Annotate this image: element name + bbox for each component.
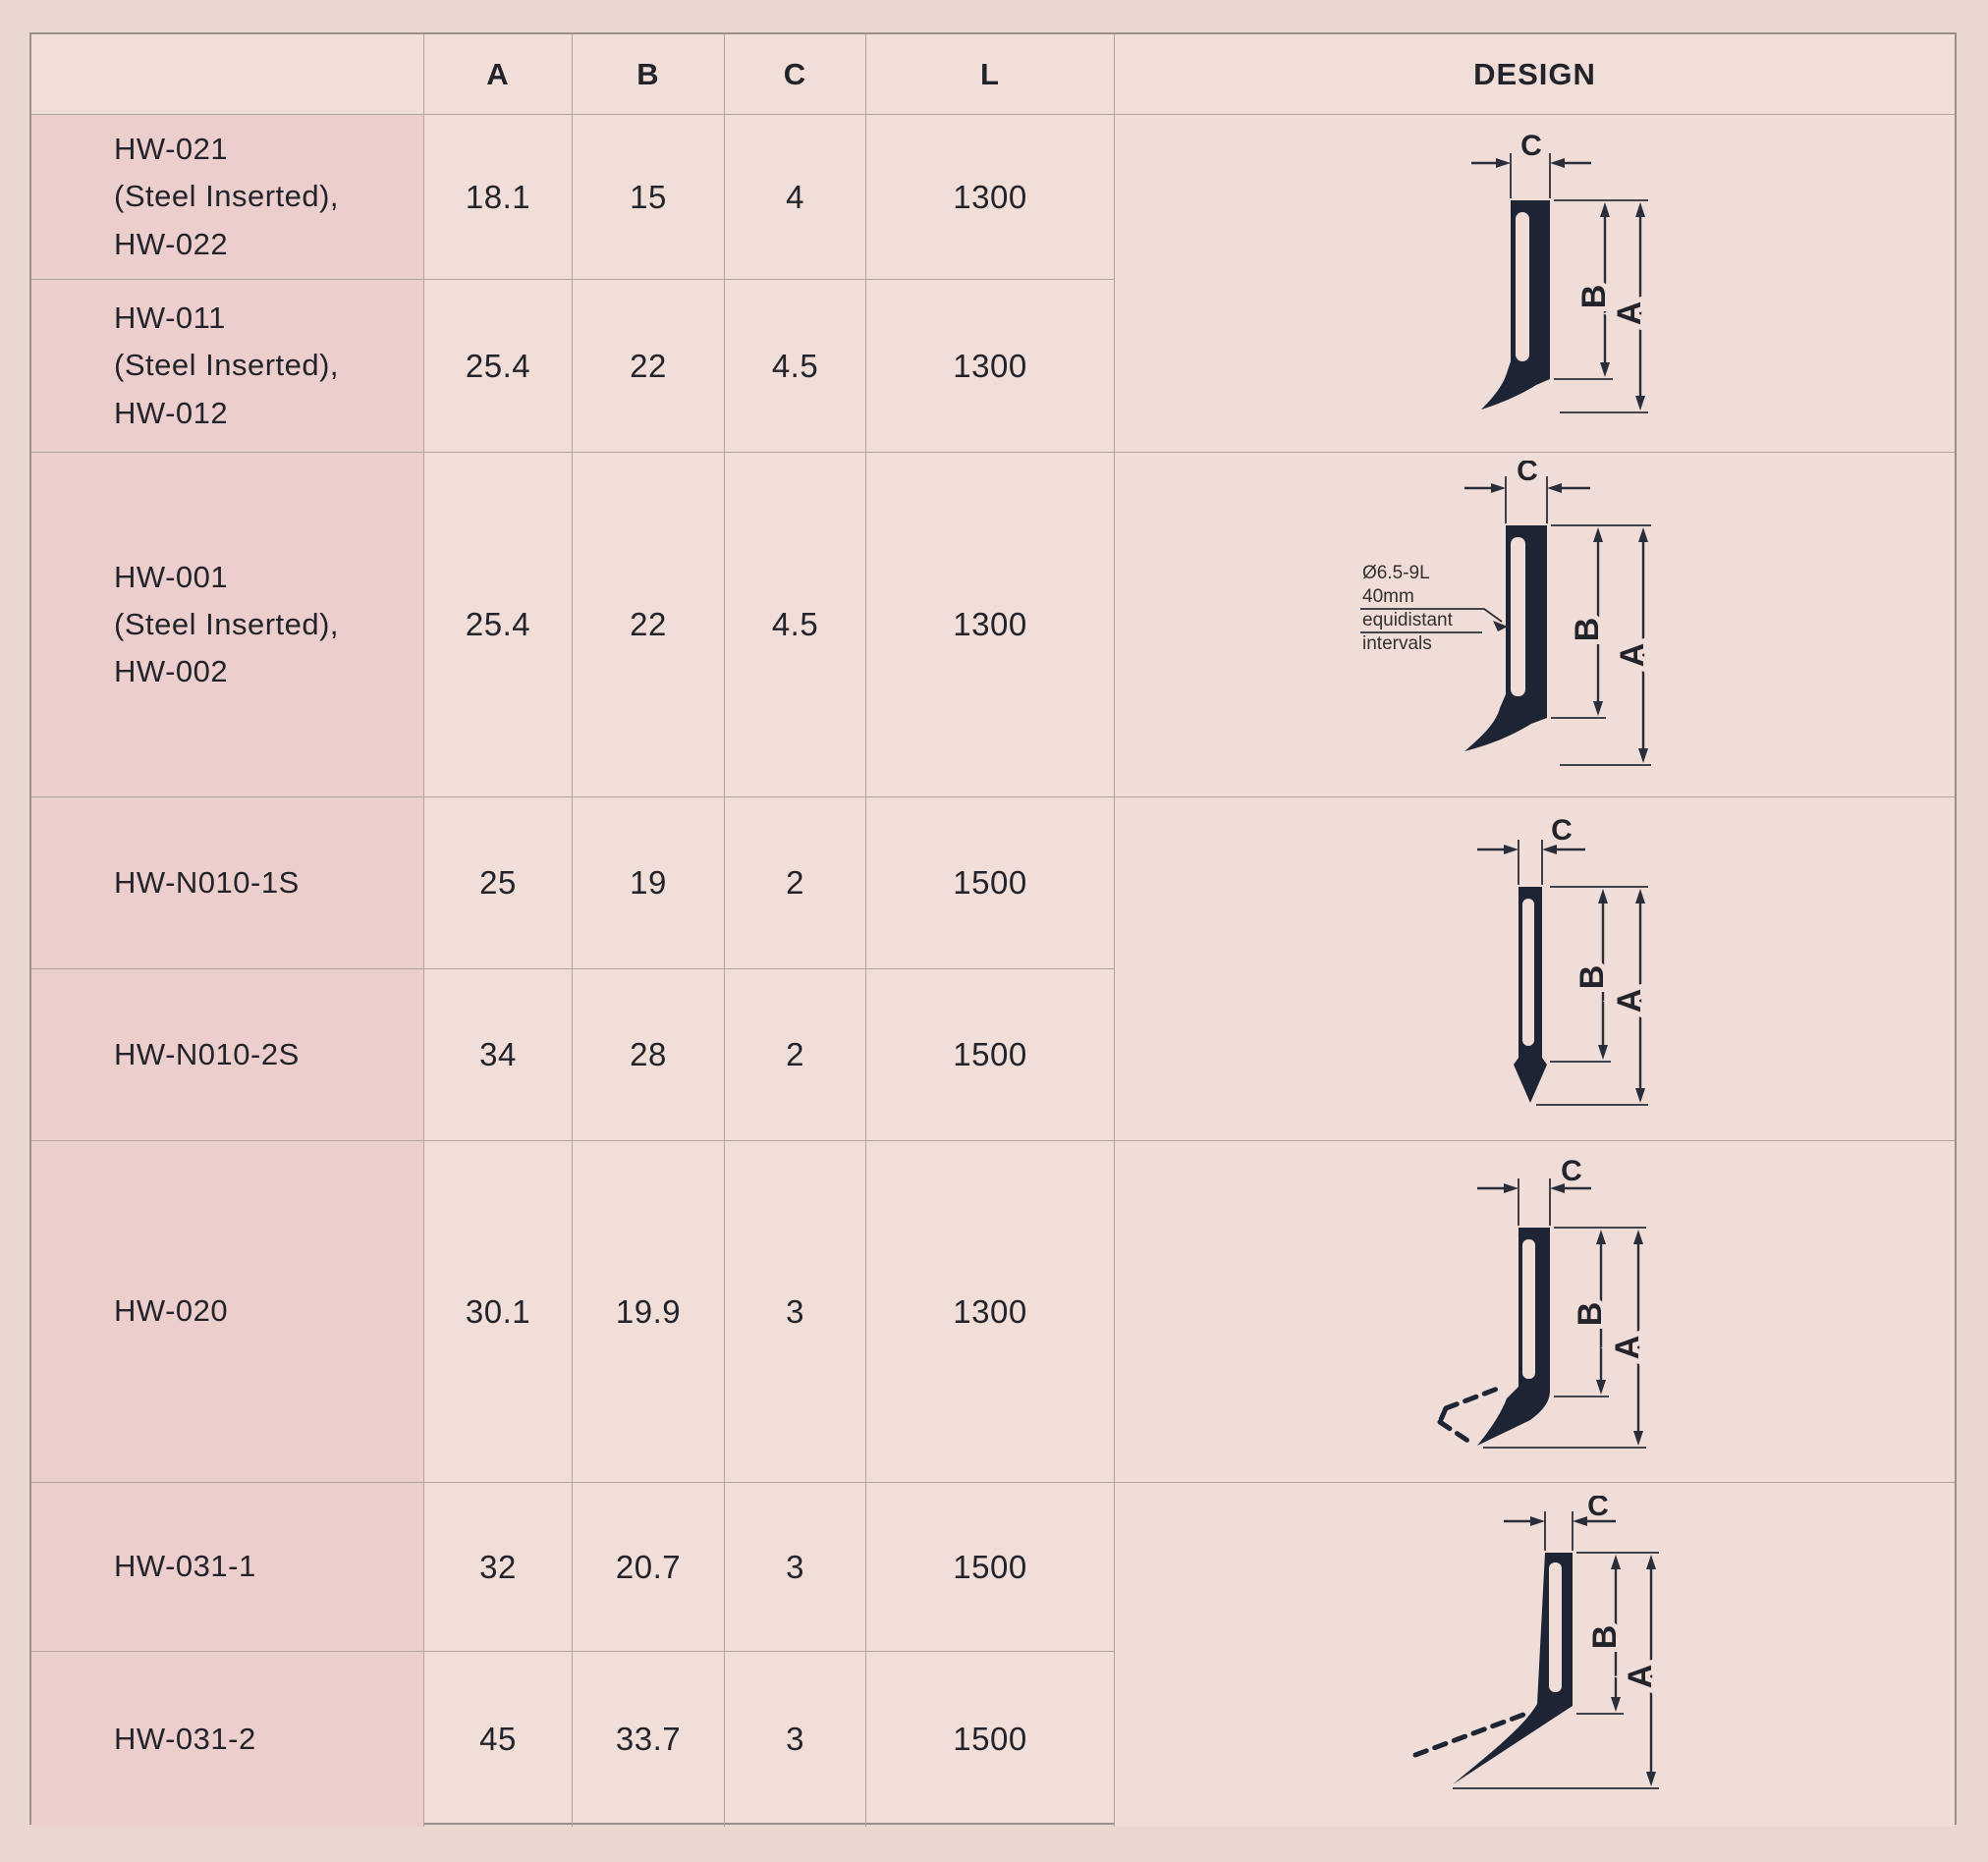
row-name-hw020: HW-020 (31, 1141, 424, 1483)
dim-label-a: A (1622, 1665, 1659, 1689)
cell-c: 3 (725, 1141, 866, 1483)
cell-l: 1500 (866, 969, 1115, 1141)
row-name-hwn010-2s: HW-N010-2S (31, 969, 424, 1141)
dim-label-c: C (1561, 1155, 1582, 1187)
row-name-hw001: HW-001 (Steel Inserted), HW-002 (31, 453, 424, 797)
row-name-hw011: HW-011 (Steel Inserted), HW-012 (31, 280, 424, 453)
cell-a: 25.4 (424, 280, 573, 453)
dim-label-c: C (1520, 130, 1542, 162)
cell-c: 3 (725, 1652, 866, 1827)
design-drawing-angled-foot-blade: C B A (1437, 1155, 1651, 1449)
dim-label-b: B (1572, 1301, 1609, 1326)
header-col-l: L (866, 34, 1115, 115)
design-cell-hw001: C Ø6.5-9L 40mm equidistant intervals B (1115, 453, 1955, 797)
cell-b: 15 (573, 115, 725, 280)
dim-label-b: B (1586, 1625, 1624, 1650)
cell-c: 4.5 (725, 280, 866, 453)
cell-a: 18.1 (424, 115, 573, 280)
cell-b: 22 (573, 453, 725, 797)
cell-c: 4.5 (725, 453, 866, 797)
design-drawing-drilled-blade: C Ø6.5-9L 40mm equidistant intervals B (1359, 461, 1656, 766)
dim-label-c: C (1551, 814, 1573, 847)
cell-c: 2 (725, 797, 866, 969)
design-drawing-steel-inserted-blade: C B A (1470, 130, 1653, 413)
cell-a: 45 (424, 1652, 573, 1827)
annotation-diameter: Ø6.5-9L (1362, 563, 1430, 583)
cell-c: 2 (725, 969, 866, 1141)
design-cell-hw021-hw011: C B A (1115, 115, 1955, 453)
cell-a: 32 (424, 1483, 573, 1652)
annotation-spacing: 40mm (1362, 586, 1414, 607)
cell-l: 1300 (866, 280, 1115, 453)
dim-label-a: A (1609, 1335, 1646, 1359)
cell-a: 25.4 (424, 453, 573, 797)
cell-l: 1300 (866, 115, 1115, 280)
dim-label-a: A (1611, 301, 1648, 325)
header-col-a: A (424, 34, 573, 115)
dim-label-c: C (1587, 1496, 1609, 1522)
header-blank (31, 34, 424, 115)
cell-b: 28 (573, 969, 725, 1141)
cell-l: 1500 (866, 1483, 1115, 1652)
design-cell-hwn010: C B A (1115, 797, 1955, 1141)
header-col-b: B (573, 34, 725, 115)
header-col-c: C (725, 34, 866, 115)
dim-label-b: B (1569, 618, 1606, 642)
row-name-hw031-2: HW-031-2 (31, 1652, 424, 1827)
design-cell-hw031: C B A (1115, 1483, 1955, 1827)
dim-label-a: A (1611, 988, 1648, 1013)
cell-a: 30.1 (424, 1141, 573, 1483)
cell-l: 1500 (866, 797, 1115, 969)
row-name-hwn010-1s: HW-N010-1S (31, 797, 424, 969)
dim-label-b: B (1575, 284, 1613, 308)
spec-table: A B C L DESIGN HW-021 (Steel Inserted), … (29, 32, 1957, 1827)
design-cell-hw020: C B A (1115, 1141, 1955, 1483)
dim-label-c: C (1517, 461, 1538, 487)
row-name-hw021: HW-021 (Steel Inserted), HW-022 (31, 115, 424, 280)
cell-c: 4 (725, 115, 866, 280)
design-drawing-sweep-blade: C B A (1412, 1496, 1664, 1789)
cell-l: 1500 (866, 1652, 1115, 1827)
annotation-intervals: intervals (1362, 633, 1432, 654)
annotation-equidistant: equidistant (1362, 610, 1454, 630)
cell-a: 34 (424, 969, 573, 1141)
row-name-hw031-1: HW-031-1 (31, 1483, 424, 1652)
cell-b: 20.7 (573, 1483, 725, 1652)
header-col-design: DESIGN (1115, 34, 1955, 115)
cell-b: 22 (573, 280, 725, 453)
dim-label-b: B (1574, 964, 1611, 989)
cell-a: 25 (424, 797, 573, 969)
cell-b: 19.9 (573, 1141, 725, 1483)
design-drawing-pointed-blade: C B A (1476, 814, 1653, 1106)
cell-b: 19 (573, 797, 725, 969)
cell-l: 1300 (866, 453, 1115, 797)
dim-label-a: A (1614, 643, 1651, 668)
cell-b: 33.7 (573, 1652, 725, 1827)
cell-l: 1300 (866, 1141, 1115, 1483)
cell-c: 3 (725, 1483, 866, 1652)
